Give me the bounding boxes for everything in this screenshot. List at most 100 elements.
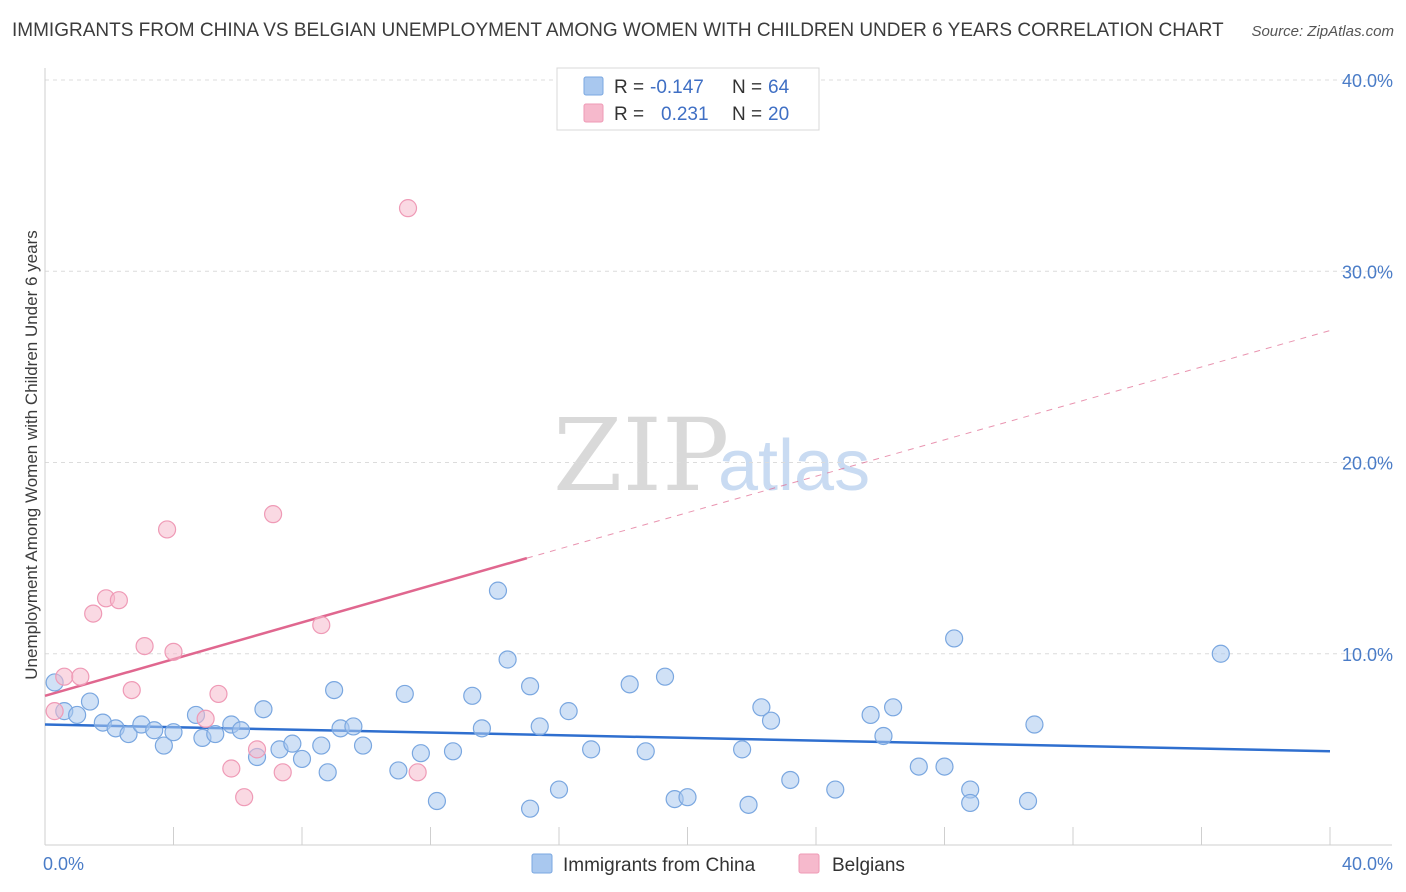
point-china xyxy=(752,698,771,717)
point-china xyxy=(1018,791,1038,811)
point-china xyxy=(312,736,331,755)
bottom-legend-swatch-china xyxy=(531,853,553,874)
bottom-legend-swatch-belgians xyxy=(798,853,820,874)
point-belgians xyxy=(164,642,183,661)
axes xyxy=(44,68,1392,846)
point-belgians xyxy=(263,505,283,524)
point-china xyxy=(739,795,758,814)
point-belgians xyxy=(209,684,228,704)
point-china xyxy=(909,757,928,776)
point-china xyxy=(945,629,964,648)
y-tick-label: 30.0% xyxy=(1342,262,1393,282)
point-belgians xyxy=(157,520,177,539)
legend-n-label: N = xyxy=(732,104,762,125)
point-china xyxy=(472,719,491,738)
y-tick-label: 10.0% xyxy=(1342,645,1393,665)
chart-title: IMMIGRANTS FROM CHINA VS BELGIAN UNEMPLO… xyxy=(12,20,1224,41)
point-china xyxy=(883,698,903,717)
point-china xyxy=(559,702,578,721)
point-china xyxy=(119,724,138,744)
point-china xyxy=(498,650,517,669)
point-belgians xyxy=(109,591,128,610)
point-china xyxy=(463,686,482,705)
point-china xyxy=(520,677,540,696)
y-axis-title: Unemployment Among Women with Children U… xyxy=(22,230,41,679)
watermark-zip: ZIP xyxy=(553,397,729,514)
point-belgians xyxy=(196,709,215,728)
point-china xyxy=(145,721,164,740)
y-tick-label: 20.0% xyxy=(1342,454,1393,474)
gridlines xyxy=(45,79,1392,655)
point-belgians xyxy=(45,702,64,721)
point-china xyxy=(231,721,251,740)
point-belgians xyxy=(71,667,90,686)
point-china xyxy=(582,740,601,759)
point-china xyxy=(283,734,302,753)
legend-r-label: R = xyxy=(614,77,644,98)
x-tick-label: 40.0% xyxy=(1342,854,1393,874)
point-china xyxy=(318,763,337,782)
point-belgians xyxy=(312,615,331,635)
point-china xyxy=(389,761,408,780)
point-china xyxy=(164,723,183,742)
point-china xyxy=(1211,644,1230,663)
point-china xyxy=(344,717,363,736)
point-belgians xyxy=(122,680,141,700)
point-belgians xyxy=(408,763,427,782)
point-china xyxy=(549,780,569,799)
trend-line-belgians xyxy=(44,556,528,698)
legend-n-label: N = xyxy=(732,77,762,98)
point-china xyxy=(530,717,549,736)
top-legend: R = -0.147 N = 64 R = 0.231 N = 20 xyxy=(556,67,820,131)
point-china xyxy=(636,742,655,761)
point-china xyxy=(733,740,752,759)
point-belgians xyxy=(247,740,267,759)
data-points xyxy=(45,199,1230,818)
source-label: Source: ZipAtlas.com xyxy=(1251,23,1394,40)
point-china xyxy=(935,757,954,776)
point-china xyxy=(427,791,447,811)
point-china xyxy=(781,770,800,790)
point-china xyxy=(861,705,880,725)
point-china xyxy=(678,788,697,807)
point-belgians xyxy=(398,199,418,218)
watermark-atlas: atlas xyxy=(718,426,870,506)
legend-swatch-china xyxy=(583,76,604,96)
point-china xyxy=(520,799,540,818)
point-china xyxy=(325,680,344,700)
tick-labels: 10.0% 20.0% 30.0% 40.0% 0.0% 40.0% xyxy=(43,71,1393,874)
point-belgians xyxy=(235,788,254,807)
point-china xyxy=(68,705,87,725)
point-china xyxy=(292,749,312,769)
legend-r-value-china: -0.147 xyxy=(650,77,704,98)
point-belgians xyxy=(135,636,154,656)
point-china xyxy=(488,581,508,600)
point-belgians xyxy=(55,667,74,686)
legend-n-value-belgians: 20 xyxy=(768,104,789,125)
point-china xyxy=(443,742,463,761)
point-china xyxy=(254,700,273,719)
point-china xyxy=(1025,715,1044,734)
point-china xyxy=(761,711,781,730)
trend-lines xyxy=(44,330,1331,753)
point-china xyxy=(154,736,173,755)
point-china xyxy=(874,726,893,746)
point-china xyxy=(620,675,639,694)
point-belgians xyxy=(222,759,241,778)
legend-n-value-china: 64 xyxy=(768,77,790,98)
point-china xyxy=(826,780,845,799)
point-belgians xyxy=(84,604,103,623)
point-china xyxy=(353,736,373,755)
bottom-legend-label-china: Immigrants from China xyxy=(563,855,756,876)
point-china xyxy=(961,793,980,813)
legend-r-label: R = xyxy=(614,104,644,125)
point-belgians xyxy=(273,763,292,782)
point-china xyxy=(206,724,225,744)
x-tick-label: 0.0% xyxy=(43,854,84,874)
point-china xyxy=(655,667,675,686)
legend-r-value-belgians: 0.231 xyxy=(661,104,709,125)
trend-line-china xyxy=(44,723,1331,753)
legend-swatch-belgians xyxy=(583,103,604,123)
bottom-legend-label-belgians: Belgians xyxy=(832,855,905,876)
